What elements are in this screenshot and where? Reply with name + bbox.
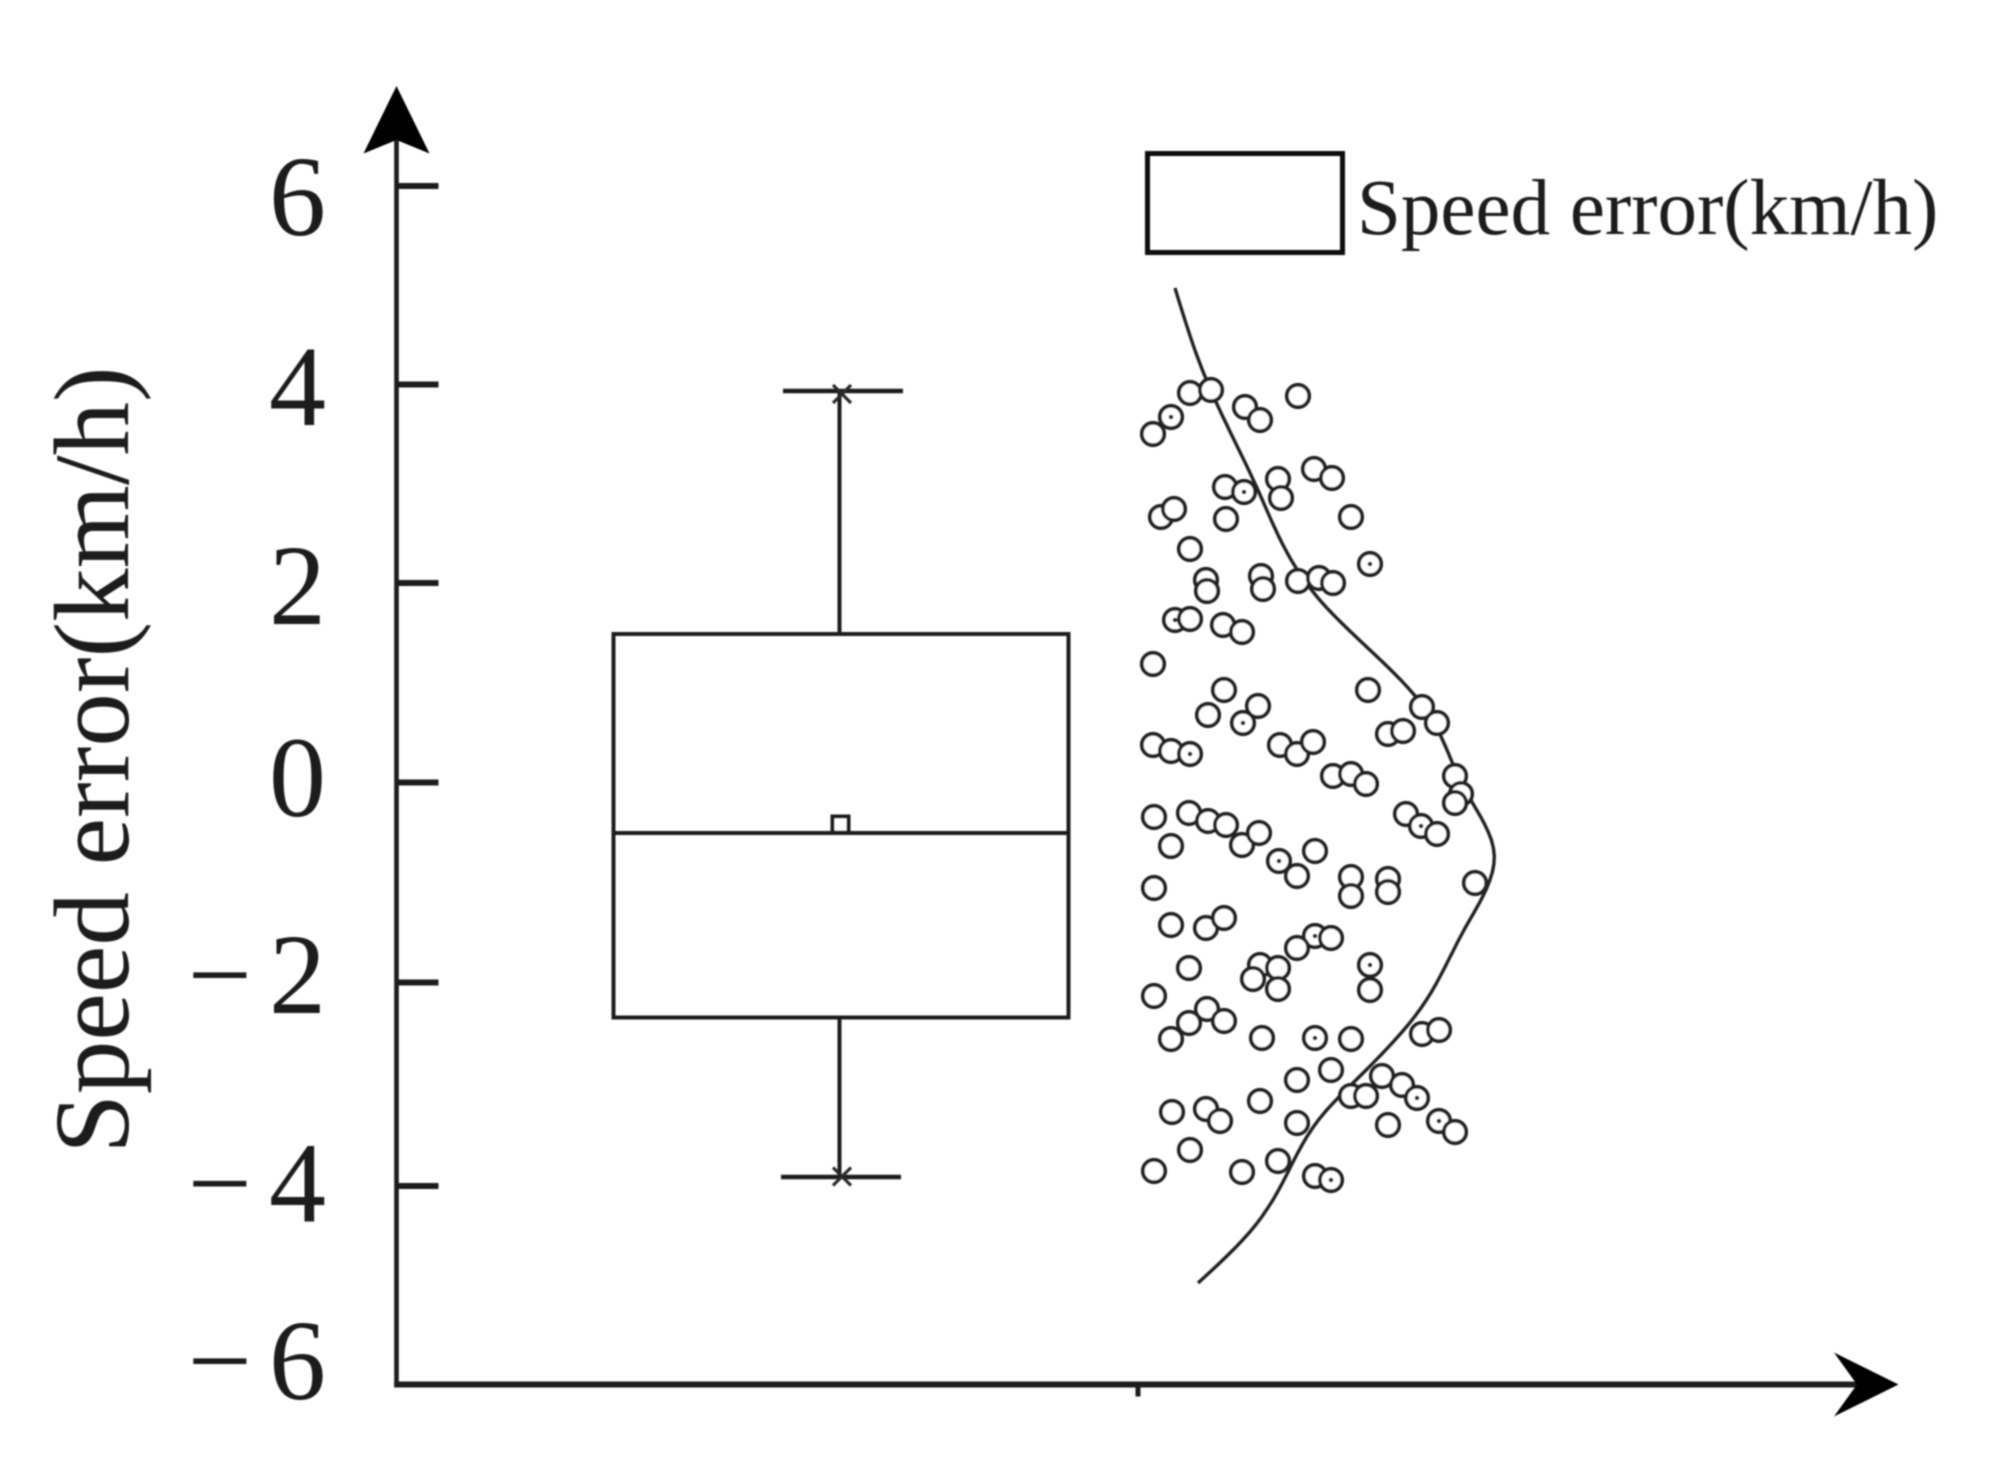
svg-text:0: 0	[269, 714, 326, 841]
svg-text:Speed error(km/h): Speed error(km/h)	[1357, 165, 1938, 252]
svg-text:6: 6	[269, 133, 326, 260]
svg-text:4: 4	[269, 323, 326, 450]
svg-text:4: 4	[269, 1120, 326, 1247]
svg-text:6: 6	[269, 1297, 326, 1424]
svg-text:Speed error(km/h): Speed error(km/h)	[34, 366, 152, 1153]
svg-text:−: −	[188, 1120, 252, 1247]
svg-text:−: −	[188, 1297, 252, 1424]
svg-text:2: 2	[269, 522, 326, 649]
svg-text:−: −	[188, 911, 252, 1038]
svg-text:2: 2	[269, 911, 326, 1038]
